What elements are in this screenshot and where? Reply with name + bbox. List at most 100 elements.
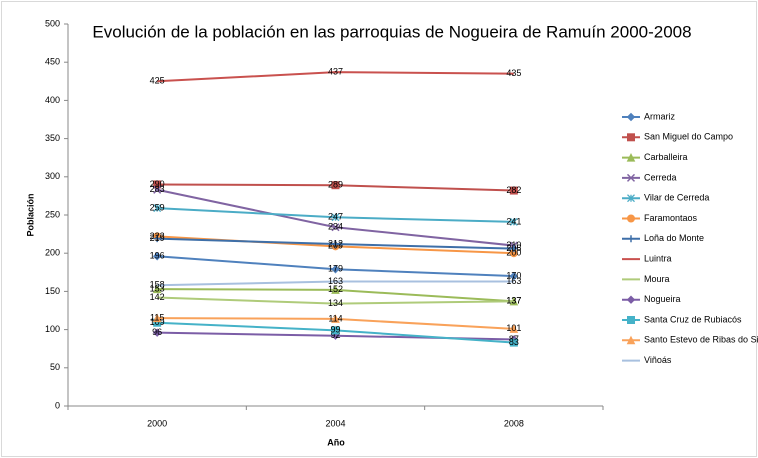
data-label: 163	[328, 276, 343, 286]
y-tick-label: 400	[45, 95, 60, 105]
y-tick-label: 200	[45, 248, 60, 258]
data-label: 134	[328, 298, 343, 308]
data-label: 437	[328, 67, 343, 77]
marker	[153, 204, 162, 213]
marker	[509, 324, 519, 333]
chart-title: Evolución de la población en las parroqu…	[92, 22, 691, 41]
data-label: 101	[506, 323, 521, 333]
data-label: 196	[150, 251, 165, 261]
y-tick-label: 500	[45, 18, 60, 28]
marker	[509, 271, 519, 281]
marker	[509, 217, 518, 226]
y-tick-label: 150	[45, 286, 60, 296]
marker	[331, 326, 340, 335]
x-tick-label: 2008	[504, 418, 524, 428]
legend-label: Vilar de Cerreda	[644, 193, 709, 203]
data-label: 137	[506, 296, 521, 306]
legend-marker	[626, 152, 636, 162]
y-axis-title: Población	[25, 193, 35, 236]
data-label: 152	[328, 284, 343, 294]
legend-label: Viñoás	[644, 355, 672, 365]
legend-label: Santo Estevo de Ribas do Sil	[644, 335, 758, 345]
data-label: 137	[506, 296, 521, 306]
legend-label: Cerreda	[644, 172, 677, 182]
legend-marker	[626, 335, 636, 345]
x-tick-label: 2004	[325, 418, 345, 428]
y-tick-label: 50	[50, 362, 60, 372]
marker	[331, 265, 340, 274]
legend-marker	[626, 112, 636, 122]
y-tick-label: 250	[45, 209, 60, 219]
data-label: 200	[506, 248, 521, 258]
legend-marker	[626, 295, 636, 304]
legend-marker	[627, 235, 635, 243]
marker	[510, 245, 518, 253]
legend-label: Armariz	[644, 111, 675, 121]
data-label: 289	[328, 180, 343, 190]
marker	[153, 185, 162, 194]
data-label: 290	[150, 179, 165, 189]
data-label: 219	[150, 233, 165, 243]
data-label: 142	[150, 292, 165, 302]
marker	[331, 213, 340, 222]
data-label: 259	[150, 202, 165, 212]
legend-label: San Miguel do Campo	[644, 132, 733, 142]
data-label: 247	[328, 212, 343, 222]
legend-label: Loña do Monte	[644, 233, 704, 243]
legend-marker	[627, 316, 635, 324]
marker	[509, 186, 518, 195]
x-tick-label: 2000	[147, 418, 167, 428]
legend-marker	[627, 194, 635, 203]
legend-label: Nogueira	[644, 294, 681, 304]
data-label: 163	[506, 276, 521, 286]
y-tick-label: 0	[55, 400, 60, 410]
marker	[152, 313, 162, 323]
marker	[152, 284, 162, 294]
marker	[153, 180, 162, 189]
marker	[332, 240, 339, 248]
data-label: 212	[328, 238, 343, 248]
y-tick-label: 300	[45, 171, 60, 181]
data-label: 158	[150, 280, 165, 290]
marker	[331, 285, 340, 294]
data-label: 234	[328, 222, 343, 232]
legend-label: Luintra	[644, 253, 672, 263]
marker	[509, 338, 518, 347]
legend-marker	[627, 214, 635, 223]
y-tick-label: 100	[45, 324, 60, 334]
legend-marker	[626, 173, 636, 182]
legend-label: Carballeira	[644, 152, 688, 162]
y-tick-label: 350	[45, 133, 60, 143]
data-label: 435	[506, 68, 521, 78]
data-label: 425	[150, 76, 165, 86]
data-label: 210	[506, 240, 521, 250]
data-label: 170	[506, 270, 521, 280]
data-label: 206	[506, 243, 521, 253]
marker	[331, 223, 340, 232]
data-label: 283	[150, 184, 165, 194]
marker	[331, 181, 340, 190]
legend-label: Moura	[644, 274, 670, 284]
legend-label: Santa Cruz de Rubiacós	[644, 314, 742, 324]
y-tick-label: 450	[45, 57, 60, 67]
marker	[153, 235, 161, 243]
data-label: 241	[506, 216, 521, 226]
data-label: 179	[328, 264, 343, 274]
series-line	[157, 280, 514, 287]
data-label: 153	[150, 283, 165, 293]
data-label: 96	[152, 327, 162, 337]
x-axis-title: Año	[327, 437, 345, 447]
data-label: 99	[330, 325, 340, 335]
series-line	[157, 71, 514, 83]
data-label: 282	[506, 185, 521, 195]
data-label: 92	[330, 330, 340, 340]
data-label: 114	[328, 313, 342, 323]
series-line	[157, 296, 514, 305]
marker	[152, 328, 162, 337]
data-label: 83	[509, 337, 519, 347]
legend-label: Faramontaos	[644, 213, 698, 223]
data-label: 115	[150, 313, 164, 323]
marker	[152, 252, 162, 261]
